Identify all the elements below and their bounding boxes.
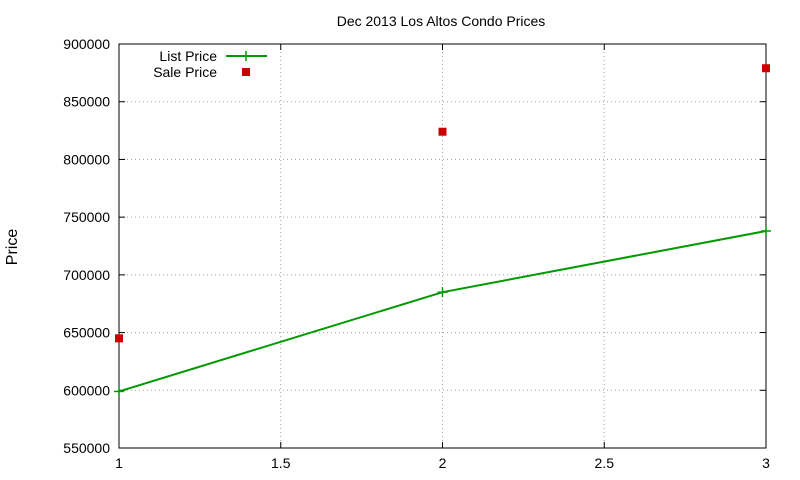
series-0 bbox=[114, 225, 771, 397]
series bbox=[114, 64, 771, 397]
legend-entry: Sale Price bbox=[153, 64, 250, 80]
data-point-square bbox=[762, 64, 770, 73]
data-point-square bbox=[115, 334, 123, 343]
y-tick-label: 850000 bbox=[63, 94, 110, 110]
x-tick-label: 3 bbox=[762, 455, 770, 471]
y-tick-label: 900000 bbox=[63, 36, 110, 52]
legend-label: List Price bbox=[159, 48, 217, 64]
axis-ticks: 550000 600000 650000 700000 750000 800000 8500… bbox=[63, 36, 770, 471]
y-tick-label: 650000 bbox=[63, 325, 110, 341]
legend-swatch-marker bbox=[242, 68, 250, 76]
series-1 bbox=[115, 64, 770, 343]
x-tick-label: 1 bbox=[115, 455, 123, 471]
data-point-plus bbox=[437, 287, 448, 298]
legend-swatch-marker bbox=[241, 51, 251, 61]
y-tick-label: 750000 bbox=[63, 209, 110, 225]
legend-entry: List Price bbox=[159, 48, 267, 64]
y-tick-label: 600000 bbox=[63, 382, 110, 398]
x-tick-label: 2.5 bbox=[595, 455, 615, 471]
plot-frame bbox=[118, 43, 767, 449]
series-line bbox=[118, 230, 767, 393]
legend-label: Sale Price bbox=[153, 64, 217, 80]
y-axis-label: Price bbox=[4, 229, 21, 266]
y-tick-label: 800000 bbox=[63, 151, 110, 167]
data-point-square bbox=[438, 127, 447, 136]
y-tick-label: 550000 bbox=[63, 440, 110, 456]
data-point-plus bbox=[761, 225, 771, 236]
grid bbox=[119, 44, 766, 448]
x-tick-label: 1.5 bbox=[271, 455, 291, 471]
y-tick-label: 700000 bbox=[63, 267, 110, 283]
x-tick-label: 2 bbox=[439, 455, 447, 471]
chart-title: Dec 2013 Los Altos Condo Prices bbox=[337, 13, 546, 29]
data-point-plus bbox=[114, 386, 124, 397]
